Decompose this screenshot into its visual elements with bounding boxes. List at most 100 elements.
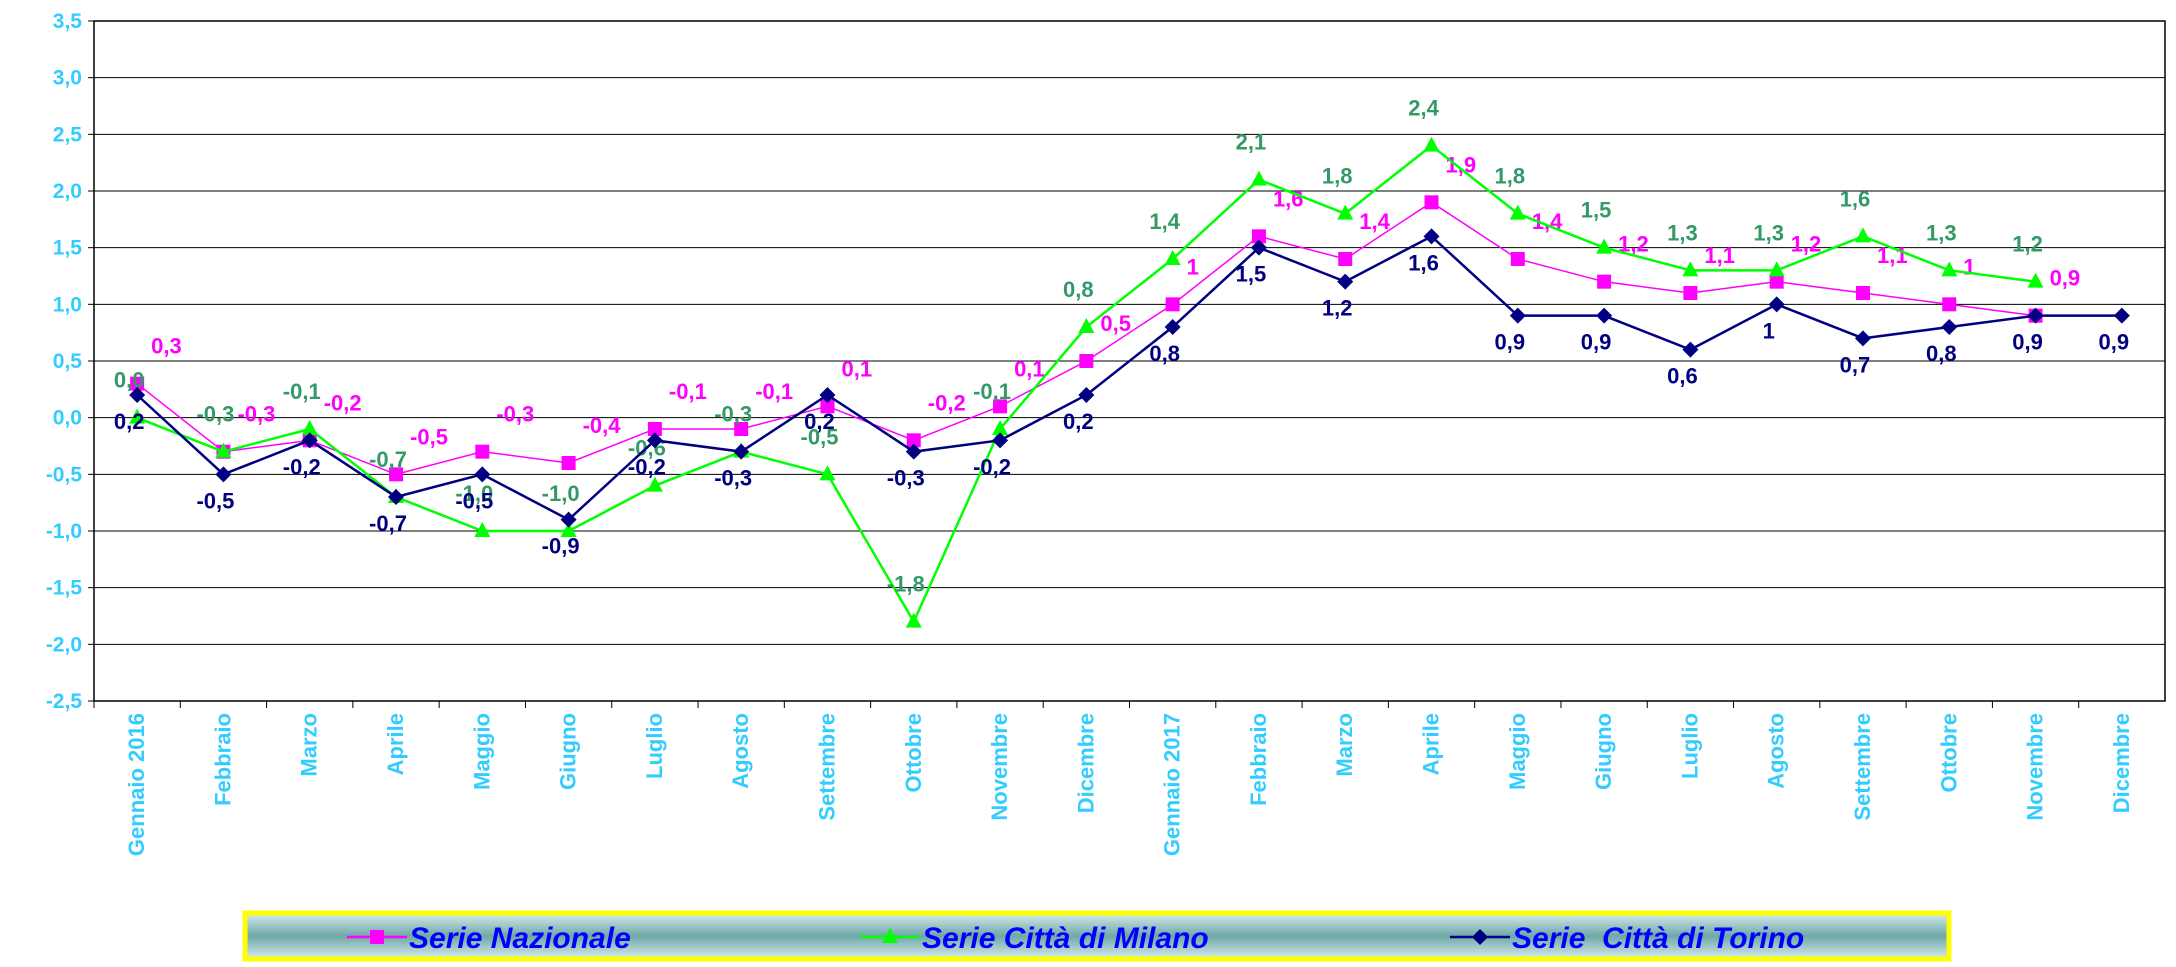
data-label: 1,4: [1149, 209, 1180, 234]
marker: [905, 443, 922, 460]
data-label: 1,8: [1322, 164, 1353, 189]
y-tick-label: 1,0: [53, 293, 82, 316]
y-tick-label: 2,0: [53, 180, 82, 203]
x-tick-label: Gennaio 2017: [1160, 713, 1185, 856]
x-tick-label: Luglio: [1677, 713, 1702, 779]
marker: [1337, 204, 1354, 220]
marker: [882, 928, 898, 943]
y-tick-label: -0,5: [46, 463, 83, 486]
marker: [560, 522, 577, 537]
data-label: -0,3: [887, 466, 925, 491]
x-tick-label: Novembre: [987, 713, 1012, 821]
data-label: -0,1: [755, 379, 793, 404]
data-label: -0,2: [628, 454, 666, 479]
marker: [1597, 274, 1612, 289]
marker: [1509, 204, 1526, 220]
data-label: 0,7: [1840, 352, 1871, 377]
x-tick-label: Maggio: [1505, 713, 1530, 790]
x-tick-label: Aprile: [1419, 713, 1444, 775]
data-label: 1: [1187, 254, 1199, 279]
marker: [129, 387, 146, 403]
data-label: -0,2: [324, 390, 362, 415]
data-label: 0,8: [1149, 341, 1180, 366]
data-label: 0,9: [2012, 330, 2043, 355]
data-label: 0,9: [2050, 266, 2081, 291]
y-tick-label: 1,5: [53, 237, 83, 260]
marker: [1078, 318, 1095, 333]
marker: [2113, 307, 2130, 324]
marker: [215, 466, 232, 483]
marker: [474, 466, 491, 483]
y-tick-label: 0,5: [53, 350, 83, 373]
marker: [388, 489, 405, 505]
data-label: 1,2: [2012, 232, 2043, 257]
marker: [992, 420, 1009, 435]
marker: [1164, 319, 1181, 335]
data-label: -0,5: [196, 488, 234, 513]
data-label: 1,4: [1359, 209, 1390, 234]
data-label: -0,9: [542, 534, 580, 559]
x-tick-label: Gennaio 2016: [124, 713, 149, 856]
data-label: 1,5: [1236, 262, 1267, 287]
legend-label: Serie Città di Milano: [922, 922, 1209, 955]
marker: [215, 442, 232, 458]
marker: [993, 399, 1008, 414]
marker: [820, 399, 835, 414]
marker: [2027, 272, 2044, 288]
marker: [1337, 273, 1354, 290]
marker: [1251, 229, 1266, 244]
marker: [560, 511, 577, 528]
marker: [1509, 307, 1526, 324]
marker: [301, 432, 318, 449]
marker: [1854, 330, 1871, 347]
y-tick-label: -2,5: [46, 690, 83, 713]
marker: [1250, 239, 1267, 256]
marker: [561, 456, 576, 470]
marker: [2027, 307, 2044, 324]
marker: [646, 432, 663, 449]
marker: [1165, 297, 1180, 312]
data-label: 2,4: [1408, 96, 1439, 121]
marker: [475, 444, 490, 459]
marker: [1338, 252, 1353, 266]
data-label: 1,9: [1446, 152, 1477, 177]
data-label: 1,3: [1667, 220, 1698, 245]
data-label: -0,5: [410, 424, 448, 449]
data-label: -0,1: [283, 379, 321, 404]
x-tick-label: Febbraio: [210, 713, 235, 806]
data-label: 0,2: [114, 409, 145, 434]
x-tick-label: Settembre: [814, 713, 839, 821]
data-label: 0,9: [1581, 330, 1612, 355]
x-tick-label: Settembre: [1850, 713, 1875, 821]
data-label: 0,8: [1063, 277, 1094, 302]
data-label: -0,4: [583, 413, 622, 438]
x-tick-label: Agosto: [1764, 713, 1789, 789]
marker: [647, 422, 662, 436]
data-label: -0,2: [973, 454, 1011, 479]
data-label: -0,2: [928, 390, 966, 415]
legend-label: Serie Nazionale: [409, 922, 631, 955]
data-label: -0,3: [714, 466, 752, 491]
marker: [1941, 319, 1958, 335]
marker: [1942, 297, 1957, 312]
marker: [1250, 170, 1267, 186]
legend-label: Serie Città di Torino: [1512, 922, 1804, 955]
x-tick-label: Dicembre: [2109, 713, 2134, 813]
data-label: -0,3: [196, 402, 234, 427]
data-label: 0,9: [2099, 330, 2130, 355]
x-tick-label: Ottobre: [1936, 713, 1961, 792]
data-label: -0,1: [669, 379, 707, 404]
data-label: 1,8: [1495, 164, 1526, 189]
data-label: 1,2: [1322, 296, 1353, 321]
data-label: -0,5: [455, 488, 493, 513]
x-tick-label: Marzo: [297, 713, 322, 777]
data-label: -0,3: [496, 402, 534, 427]
marker: [1510, 252, 1525, 266]
marker: [474, 522, 491, 537]
marker: [1423, 136, 1440, 152]
marker: [129, 408, 146, 424]
y-tick-label: 3,5: [53, 10, 83, 33]
data-label: 1: [1963, 254, 1975, 279]
x-tick-label: Dicembre: [1073, 713, 1098, 813]
y-tick-label: 0,0: [53, 407, 82, 430]
